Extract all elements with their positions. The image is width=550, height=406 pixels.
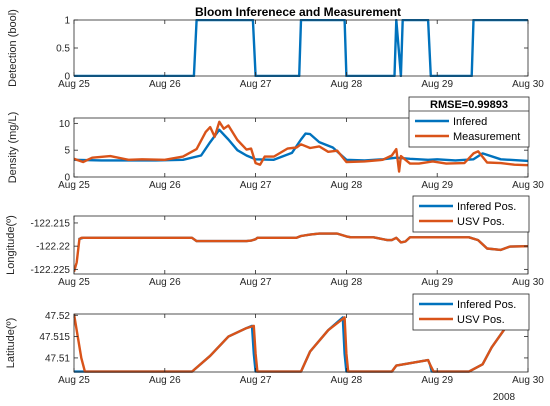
x-tick-label: Aug 30 (512, 79, 544, 90)
y-axis-label: Detection (bool) (7, 9, 19, 87)
legend-entry-label: USV Pos. (457, 216, 505, 228)
y-tick-label: 0 (64, 173, 70, 184)
y-tick-label: -122.22 (36, 242, 70, 253)
x-tick-label: Aug 27 (240, 180, 272, 191)
x-tick-label: Aug 28 (331, 277, 363, 288)
x-tick-label: Aug 27 (240, 277, 272, 288)
chart-panel-2: Aug 25 Aug 26 Aug 27 Aug 28 Aug 29 Aug 30 0 5 10… (7, 96, 544, 191)
legend-entry-label: Measurement (453, 131, 520, 143)
x-tick-label: Aug 28 (331, 375, 363, 386)
legend-entry-label: Infered Pos. (457, 299, 516, 311)
x-tick-label: Aug 29 (421, 79, 453, 90)
series-line-usv-pos- (74, 232, 528, 273)
y-axis-label: Density (mg/L) (7, 112, 19, 184)
x-tick-label: Aug 30 (512, 375, 544, 386)
y-tick-label: 47.515 (39, 332, 70, 343)
y-axis-label: Longitude(º) (5, 215, 17, 275)
chart-panel-1: Aug 25 Aug 26 Aug 27 Aug 28 Aug 29 Aug 30 0 0.5… (7, 9, 544, 90)
x-tick-label: Aug 29 (421, 277, 453, 288)
axes-frame (73, 215, 529, 275)
legend-entry-label: USV Pos. (457, 314, 505, 326)
y-tick-label: 0 (64, 72, 70, 83)
x-tick-label: Aug 25 (58, 79, 90, 90)
legend-title: RMSE=0.99893 (430, 99, 508, 111)
y-tick-label: 10 (59, 119, 71, 130)
axes-frame (73, 313, 529, 373)
y-tick-label: -122.225 (31, 265, 71, 276)
chart-panel-4: Aug 25 Aug 26 Aug 27 Aug 28 Aug 29 Aug 30 47.5… (5, 293, 544, 386)
y-tick-label: 5 (64, 146, 70, 157)
legend: RMSE=0.99893 Infered Measurement (408, 96, 530, 148)
figure-title: Bloom Inferenece and Measurement (195, 5, 401, 19)
y-tick-label: 0.5 (56, 44, 70, 55)
x-tick-label: Aug 28 (331, 180, 363, 191)
x-tick-label: Aug 26 (149, 79, 181, 90)
legend-box (412, 293, 530, 331)
series-line-measurement (74, 120, 528, 173)
axes-frame (73, 117, 529, 178)
legend: Infered Pos. USV Pos. (412, 195, 530, 233)
y-tick-label: -122.215 (31, 218, 71, 229)
legend-entry-label: Infered Pos. (457, 201, 516, 213)
legend: Infered Pos. USV Pos. (412, 293, 530, 331)
x-tick-label: Aug 27 (240, 79, 272, 90)
x-tick-label: Aug 25 (58, 180, 90, 191)
legend-entry-label: Infered (453, 116, 487, 128)
panels: Aug 25 Aug 26 Aug 27 Aug 28 Aug 29 Aug 30 0 0.5… (5, 9, 544, 386)
y-axis-label: Latitude(º) (5, 318, 17, 369)
x-tick-label: Aug 25 (58, 277, 90, 288)
chart-panel-3: Aug 25 Aug 26 Aug 27 Aug 28 Aug 29 Aug 30 -122… (5, 195, 544, 288)
legend-box (412, 195, 530, 233)
x-tick-label: Aug 27 (240, 375, 272, 386)
y-tick-label: 47.51 (45, 353, 70, 364)
y-tick-label: 1 (64, 16, 70, 27)
x-tick-label: Aug 30 (512, 180, 544, 191)
x-tick-label: Aug 26 (149, 180, 181, 191)
x-tick-label: Aug 25 (58, 375, 90, 386)
x-tick-label: Aug 29 (421, 180, 453, 191)
x-tick-label: Aug 26 (149, 277, 181, 288)
x-tick-label: Aug 30 (512, 277, 544, 288)
series-line-infered (74, 128, 528, 163)
x-tick-label: Aug 28 (331, 79, 363, 90)
y-tick-label: 47.52 (45, 311, 70, 322)
year-label: 2008 (493, 392, 516, 403)
x-tick-label: Aug 26 (149, 375, 181, 386)
x-tick-label: Aug 29 (421, 375, 453, 386)
